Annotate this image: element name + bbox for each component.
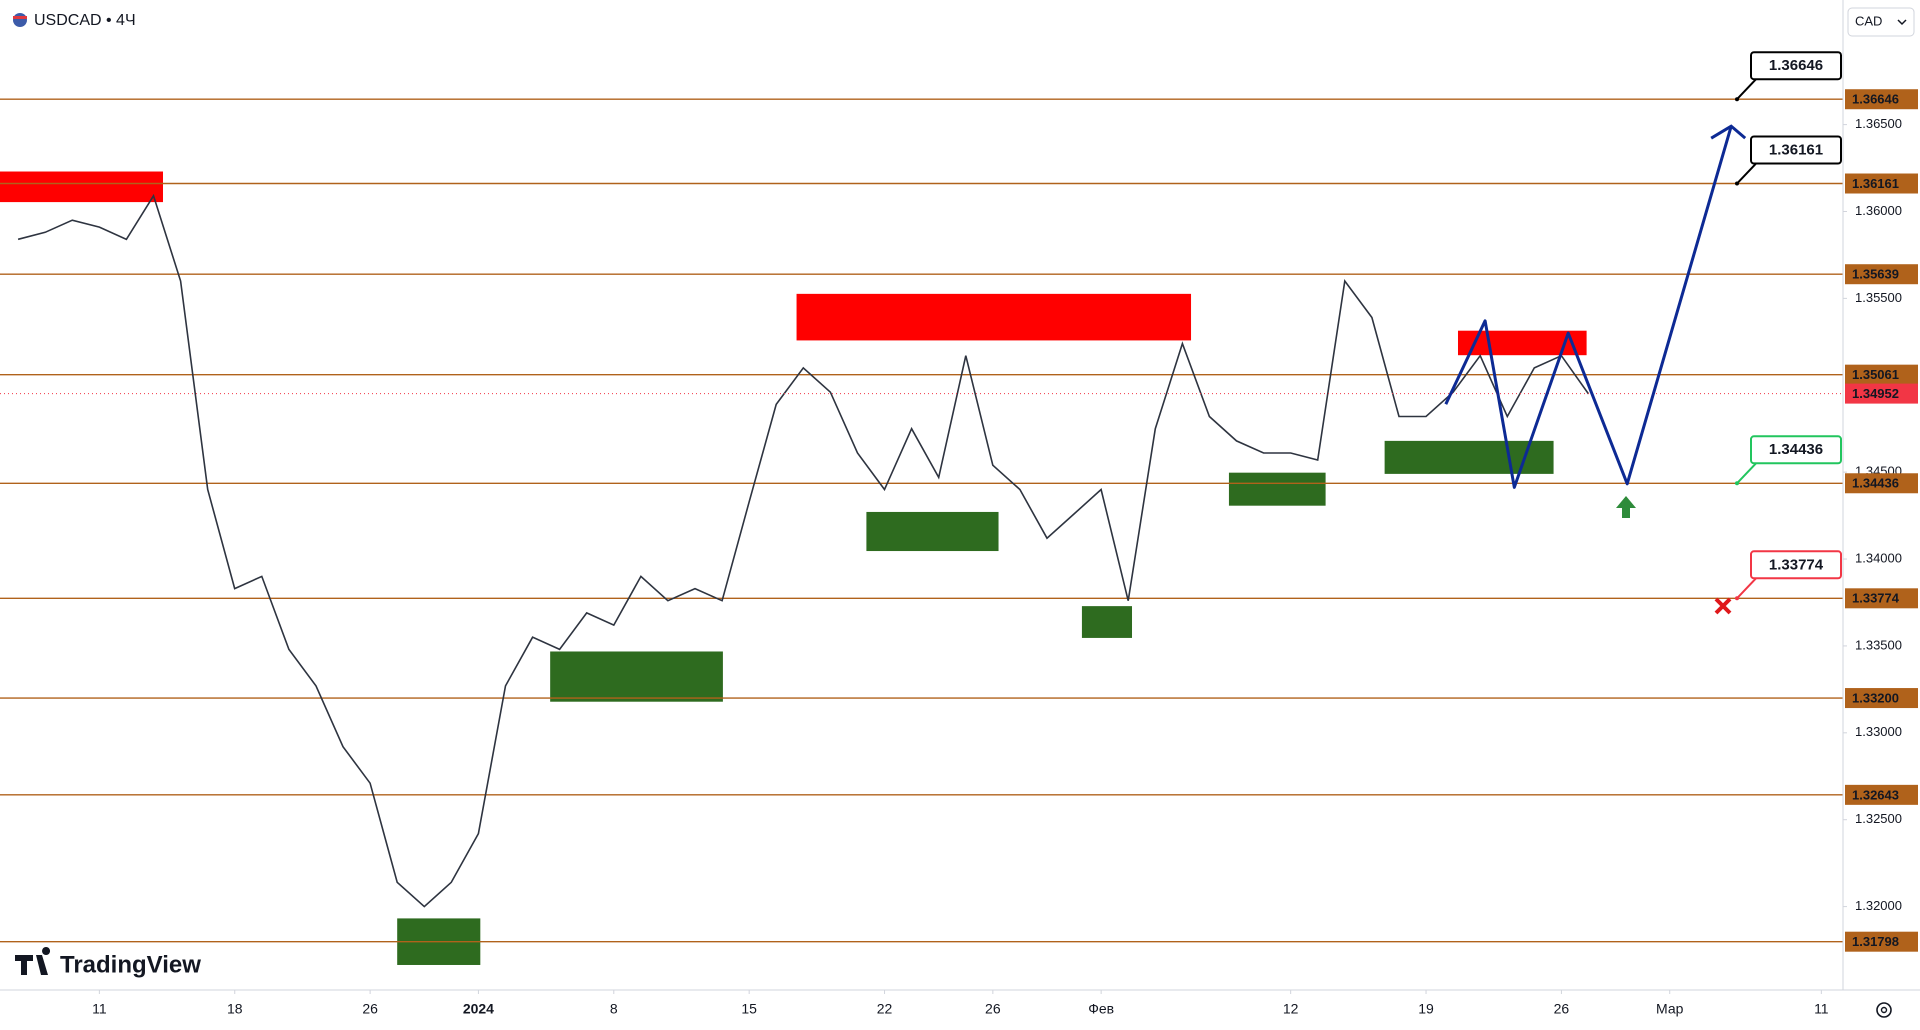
callout-connector	[1736, 577, 1757, 599]
x-tick-label: 18	[227, 1001, 243, 1017]
level-axis-label: 1.36646	[1852, 92, 1899, 107]
level-axis-label: 1.34436	[1852, 476, 1899, 491]
level-axis-label: 1.36161	[1852, 176, 1899, 191]
y-tick-label: 1.33000	[1855, 724, 1902, 739]
gear-icon[interactable]	[1876, 1002, 1892, 1018]
callout-connector	[1736, 78, 1757, 100]
dropdown-caret	[1897, 19, 1907, 26]
y-tick-label: 1.32000	[1855, 898, 1902, 913]
flag-icon-stripe	[13, 16, 27, 19]
logo-text[interactable]: TradingView	[60, 951, 201, 978]
symbol-title[interactable]: USDCAD • 4Ч	[34, 12, 136, 29]
level-axis-tag	[1845, 588, 1918, 609]
level-axis-label: 1.32643	[1852, 787, 1899, 802]
demand-zone	[1228, 472, 1326, 506]
gear-icon-center	[1880, 1006, 1888, 1014]
x-tick-label: 8	[610, 1001, 618, 1017]
settings-button[interactable]	[1876, 1002, 1892, 1018]
x-tick-label: 2024	[463, 1001, 494, 1017]
callout-label: 1.36646	[1769, 57, 1823, 74]
y-tick-label: 1.32500	[1855, 811, 1902, 826]
projection-arrowhead	[1710, 124, 1747, 140]
supply-zone	[796, 293, 1192, 341]
y-tick-label: 1.34000	[1855, 550, 1902, 565]
callout-label: 1.34436	[1769, 441, 1823, 458]
callout-label: 1.36161	[1769, 141, 1823, 158]
x-tick-label: 15	[741, 1001, 757, 1017]
x-tick-label: 26	[1554, 1001, 1570, 1017]
callout-label: 1.33774	[1769, 556, 1824, 573]
x-tick-label: 19	[1418, 1001, 1434, 1017]
callout-box	[1750, 550, 1842, 580]
last-price-label: 1.34952	[1852, 386, 1899, 401]
demand-zone	[866, 511, 999, 552]
level-axis-label: 1.31798	[1852, 934, 1899, 949]
demand-zone	[1081, 606, 1133, 638]
header: USDCAD • 4Ч	[13, 12, 136, 29]
supply-zone	[0, 171, 163, 203]
currency-button[interactable]: CAD	[1847, 7, 1915, 37]
currency-label[interactable]: CAD	[1855, 13, 1882, 28]
level-axis-label: 1.35061	[1852, 367, 1899, 382]
level-axis-tag	[1845, 688, 1918, 709]
y-tick-label: 1.33500	[1855, 637, 1902, 652]
level-axis-tag	[1845, 89, 1918, 110]
up-arrow	[1616, 496, 1636, 518]
demand-zone	[550, 651, 723, 702]
x-tick-label: 26	[985, 1001, 1001, 1017]
x-tick-label: Фев	[1088, 1001, 1114, 1017]
x-tick-label: 11	[1814, 1001, 1829, 1017]
callout-box	[1750, 435, 1842, 465]
level-axis-label: 1.35639	[1852, 267, 1899, 282]
logo[interactable]: TradingView	[15, 947, 201, 978]
stop-cross	[1714, 597, 1732, 615]
y-tick-label: 1.36500	[1855, 116, 1902, 131]
callout-box	[1750, 51, 1842, 81]
level-axis-label: 1.33200	[1852, 690, 1899, 705]
callout-box	[1750, 135, 1842, 165]
level-axis-tag	[1845, 931, 1918, 952]
currency-box[interactable]	[1847, 7, 1915, 37]
level-axis-tag	[1845, 364, 1918, 385]
logo-mark	[15, 947, 51, 975]
flag-icon	[13, 13, 27, 27]
markers	[1616, 496, 1732, 615]
x-tick-label: 12	[1283, 1001, 1299, 1017]
level-axis-tag	[1845, 784, 1918, 805]
x-tick-label: 26	[362, 1001, 378, 1017]
level-axis-tag	[1845, 264, 1918, 285]
level-axis-label: 1.33774	[1852, 591, 1900, 606]
y-tick-label: 1.36000	[1855, 203, 1902, 218]
callout-connector	[1736, 162, 1757, 185]
level-axis-tag	[1845, 473, 1918, 494]
callout-connector	[1736, 462, 1757, 484]
projection-path	[1444, 125, 1733, 489]
y-tick-label: 1.35500	[1855, 290, 1902, 305]
plot-area: 1.36646 1.36161 1.34436 1.33774	[0, 51, 1843, 965]
x-tick-label: 11	[92, 1001, 107, 1017]
price-line	[17, 193, 1590, 908]
x-tick-label: Мар	[1656, 1001, 1684, 1017]
level-axis-tag	[1845, 173, 1918, 194]
x-tick-label: 22	[877, 1001, 893, 1017]
last-price-tag	[1845, 383, 1918, 404]
